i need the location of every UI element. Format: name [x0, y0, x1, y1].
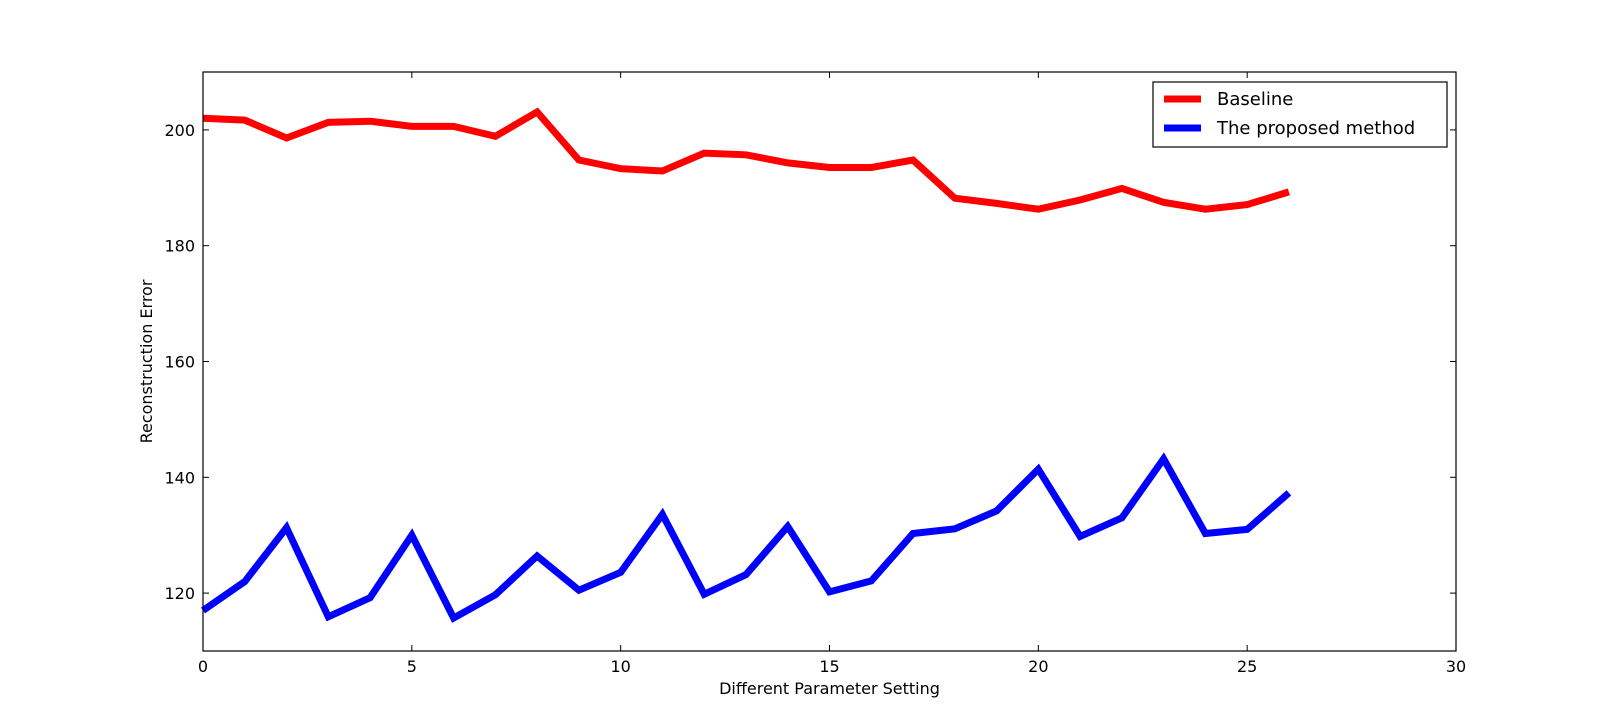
y-tick-label: 200	[164, 121, 195, 140]
y-tick-label: 180	[164, 237, 195, 256]
x-tick-label: 0	[198, 657, 208, 676]
x-tick-label: 20	[1028, 657, 1048, 676]
series-line-0	[202, 107, 1290, 213]
legend: Baseline The proposed method	[1152, 81, 1448, 148]
y-tick-label: 120	[164, 584, 195, 603]
legend-label-1: The proposed method	[1216, 118, 1415, 139]
y-axis-label: Reconstruction Error	[137, 279, 156, 443]
x-tick-label: 10	[610, 657, 630, 676]
legend-items: Baseline The proposed method	[1164, 89, 1415, 139]
y-tick-label: 140	[164, 468, 195, 487]
x-tick-label: 15	[819, 657, 839, 676]
series-line-1	[201, 452, 1292, 623]
legend-label-0: Baseline	[1217, 89, 1293, 110]
x-tick-label: 30	[1446, 657, 1466, 676]
y-tick-label: 160	[164, 353, 195, 372]
tick-layer: 0 5 10 15 20 25 30 120 140 160 180 200	[164, 72, 1466, 676]
x-tick-label: 25	[1237, 657, 1257, 676]
x-axis-label: Different Parameter Setting	[719, 679, 940, 698]
legend-box	[1152, 81, 1448, 148]
series-layer	[201, 107, 1292, 623]
x-tick-label: 5	[407, 657, 417, 676]
